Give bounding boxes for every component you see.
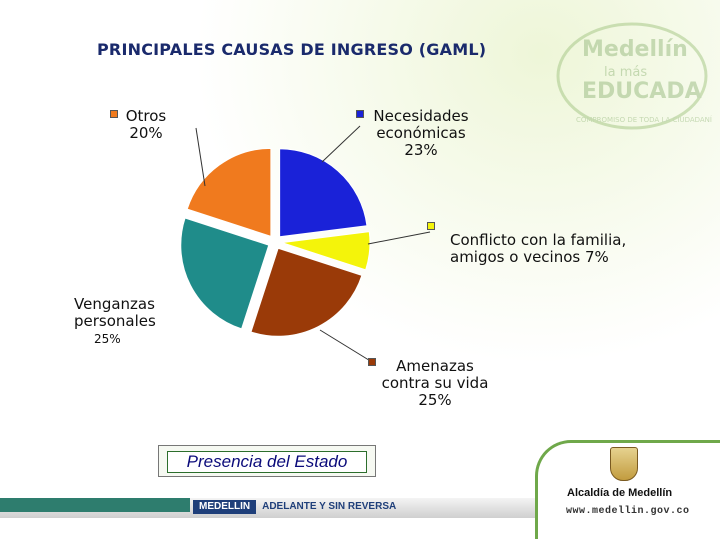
label-necesidades: Necesidades económicas 23% [373,107,469,159]
leader-line-1 [321,125,361,163]
legend-key-otros [110,110,118,118]
label-venganzas-pct: 25% [94,332,121,346]
label-conflicto: Conflicto con la familia, amigos o vecin… [450,231,627,266]
footer-slogan: MEDELLIN ADELANTE Y SIN REVERSA [193,500,453,514]
watermark-arc: COMPROMISO DE TODA LA CIUDADANÍA [576,115,712,124]
pie-slice-0 [279,148,368,238]
footer-medellin: MEDELLIN [193,500,257,514]
legend-key-conflicto [427,222,435,230]
alcaldia-name: Alcaldía de Medellín [567,487,673,499]
footer-adelante: ADELANTE Y SIN REVERSA [262,501,397,512]
pie-slice-4 [186,147,272,238]
pie-slice-1 [281,231,371,271]
label-otros: Otros 20% [125,107,167,142]
presencia-box: Presencia del Estado [158,445,376,477]
website-url: www.medellin.gov.co [566,506,690,517]
leader-line-2 [367,231,431,245]
legend-key-necesidades [356,110,364,118]
leader-line-3 [319,329,373,363]
presencia-text: Presencia del Estado [167,451,367,473]
watermark-line2: la más [604,65,647,80]
watermark-line1: Medellín [582,37,688,62]
chart-title: PRINCIPALES CAUSAS DE INGRESO (GAML) [97,40,487,59]
label-venganzas: Venganzas personales [74,295,156,330]
footer-green-band [0,498,190,512]
pie-slice-2 [250,247,363,337]
medellin-educada-watermark: Medellín la más EDUCADA COMPROMISO DE TO… [556,22,712,130]
leader-line-0 [195,127,206,187]
watermark-line3: EDUCADA [582,79,702,104]
legend-key-amenazas [368,358,376,366]
coat-of-arms-icon [610,447,638,481]
label-amenazas: Amenazas contra su vida 25% [381,357,489,409]
pie-slice-3 [180,217,270,330]
